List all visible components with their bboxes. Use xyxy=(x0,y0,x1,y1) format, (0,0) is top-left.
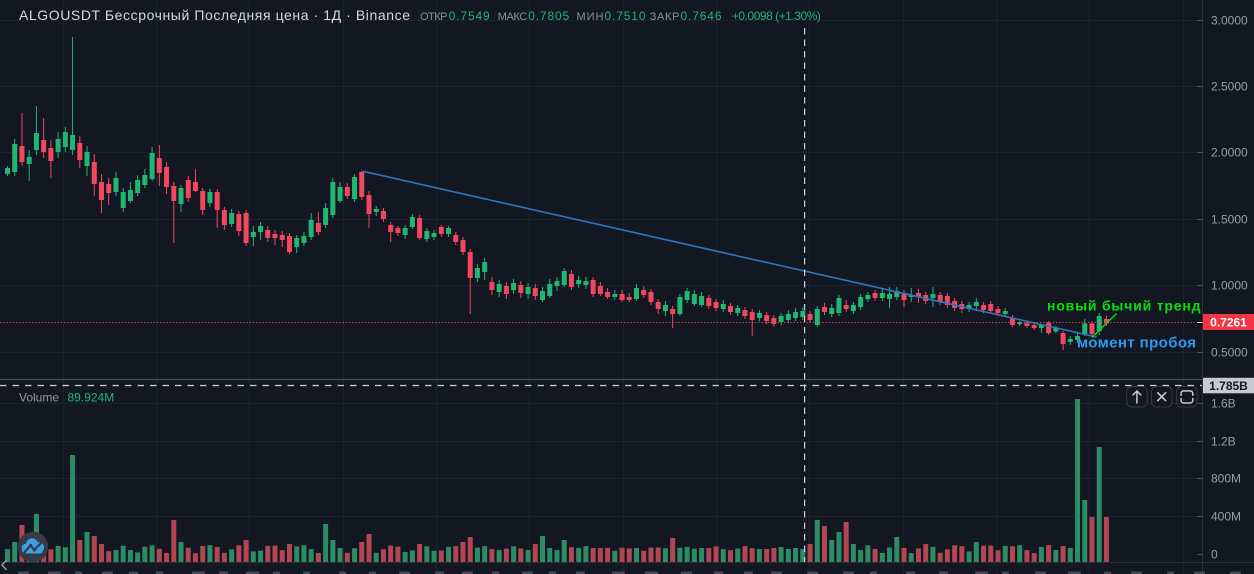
svg-text:МИН: МИН xyxy=(577,11,604,23)
svg-text:2.5000: 2.5000 xyxy=(1211,80,1248,94)
svg-text:400M: 400M xyxy=(1211,510,1241,524)
svg-text:0.7805: 0.7805 xyxy=(528,9,569,23)
svg-text:0: 0 xyxy=(1211,548,1218,562)
svg-text:0.7646: 0.7646 xyxy=(681,9,722,23)
svg-text:0.5000: 0.5000 xyxy=(1211,346,1248,360)
svg-text:Volume: Volume xyxy=(19,391,59,405)
svg-text:ОТКР: ОТКР xyxy=(420,11,448,23)
svg-text:0.7261: 0.7261 xyxy=(1210,315,1247,329)
svg-text:1.0000: 1.0000 xyxy=(1211,279,1248,293)
svg-text:ЗАКР: ЗАКР xyxy=(650,11,680,23)
svg-text:0.7510: 0.7510 xyxy=(605,9,646,23)
svg-text:1.5000: 1.5000 xyxy=(1211,213,1248,227)
svg-text:89.924M: 89.924M xyxy=(68,391,115,405)
svg-text:МАКС: МАКС xyxy=(498,11,528,23)
svg-text:момент пробоя: момент пробоя xyxy=(1077,335,1196,352)
svg-text:800M: 800M xyxy=(1211,472,1241,486)
svg-text:0.7549: 0.7549 xyxy=(449,9,490,23)
svg-text:1.2B: 1.2B xyxy=(1211,435,1236,449)
svg-text:2.0000: 2.0000 xyxy=(1211,146,1248,160)
svg-text:ALGOUSDT Бессрочный Последняя: ALGOUSDT Бессрочный Последняя цена · 1Д … xyxy=(19,7,410,23)
svg-text:новый бычий тренд: новый бычий тренд xyxy=(1047,298,1201,314)
svg-text:1.785B: 1.785B xyxy=(1209,379,1248,393)
svg-text:1.6B: 1.6B xyxy=(1211,397,1236,411)
svg-text:3.0000: 3.0000 xyxy=(1211,14,1248,28)
svg-text:+0.0098 (+1.30%): +0.0098 (+1.30%) xyxy=(732,9,821,23)
